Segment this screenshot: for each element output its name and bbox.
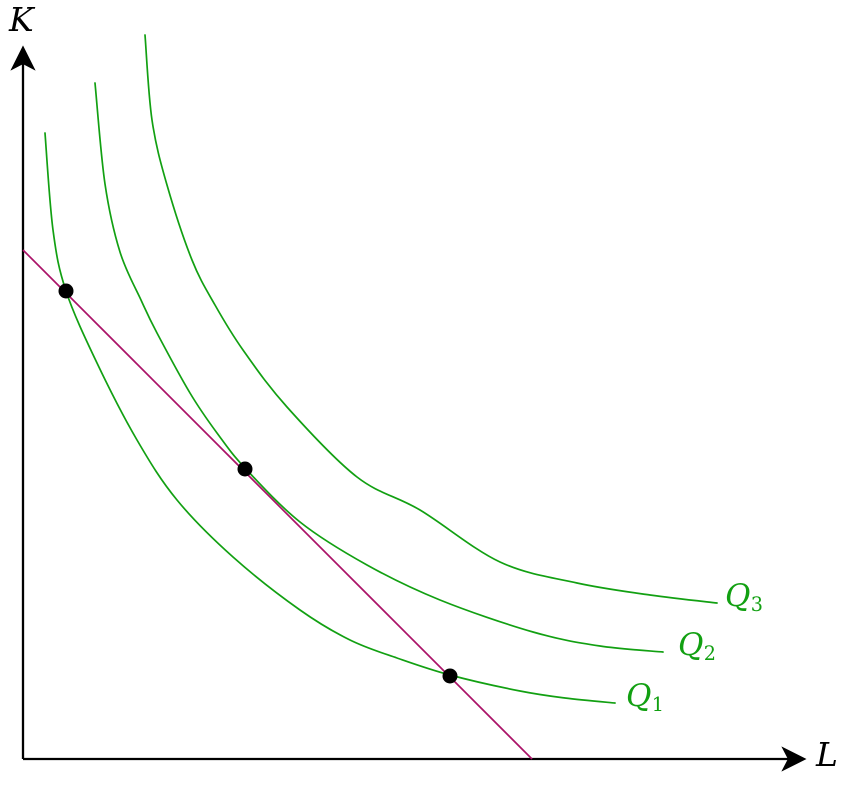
point-marker-1 <box>58 283 74 299</box>
y-axis-label: K <box>9 0 34 39</box>
isoquant-curve-q2 <box>94 82 664 653</box>
point-marker-3 <box>442 668 458 684</box>
isoquant-curve-q3 <box>144 34 718 604</box>
curve-label-q2: Q2 <box>678 627 717 666</box>
point-marker-2 <box>237 461 253 477</box>
curve-label-q1: Q1 <box>626 678 665 717</box>
curve-label-q3: Q3 <box>725 578 764 617</box>
isocost-line <box>22 249 533 760</box>
x-axis-label: L <box>816 735 838 774</box>
isoquant-curve-q1 <box>44 132 616 704</box>
